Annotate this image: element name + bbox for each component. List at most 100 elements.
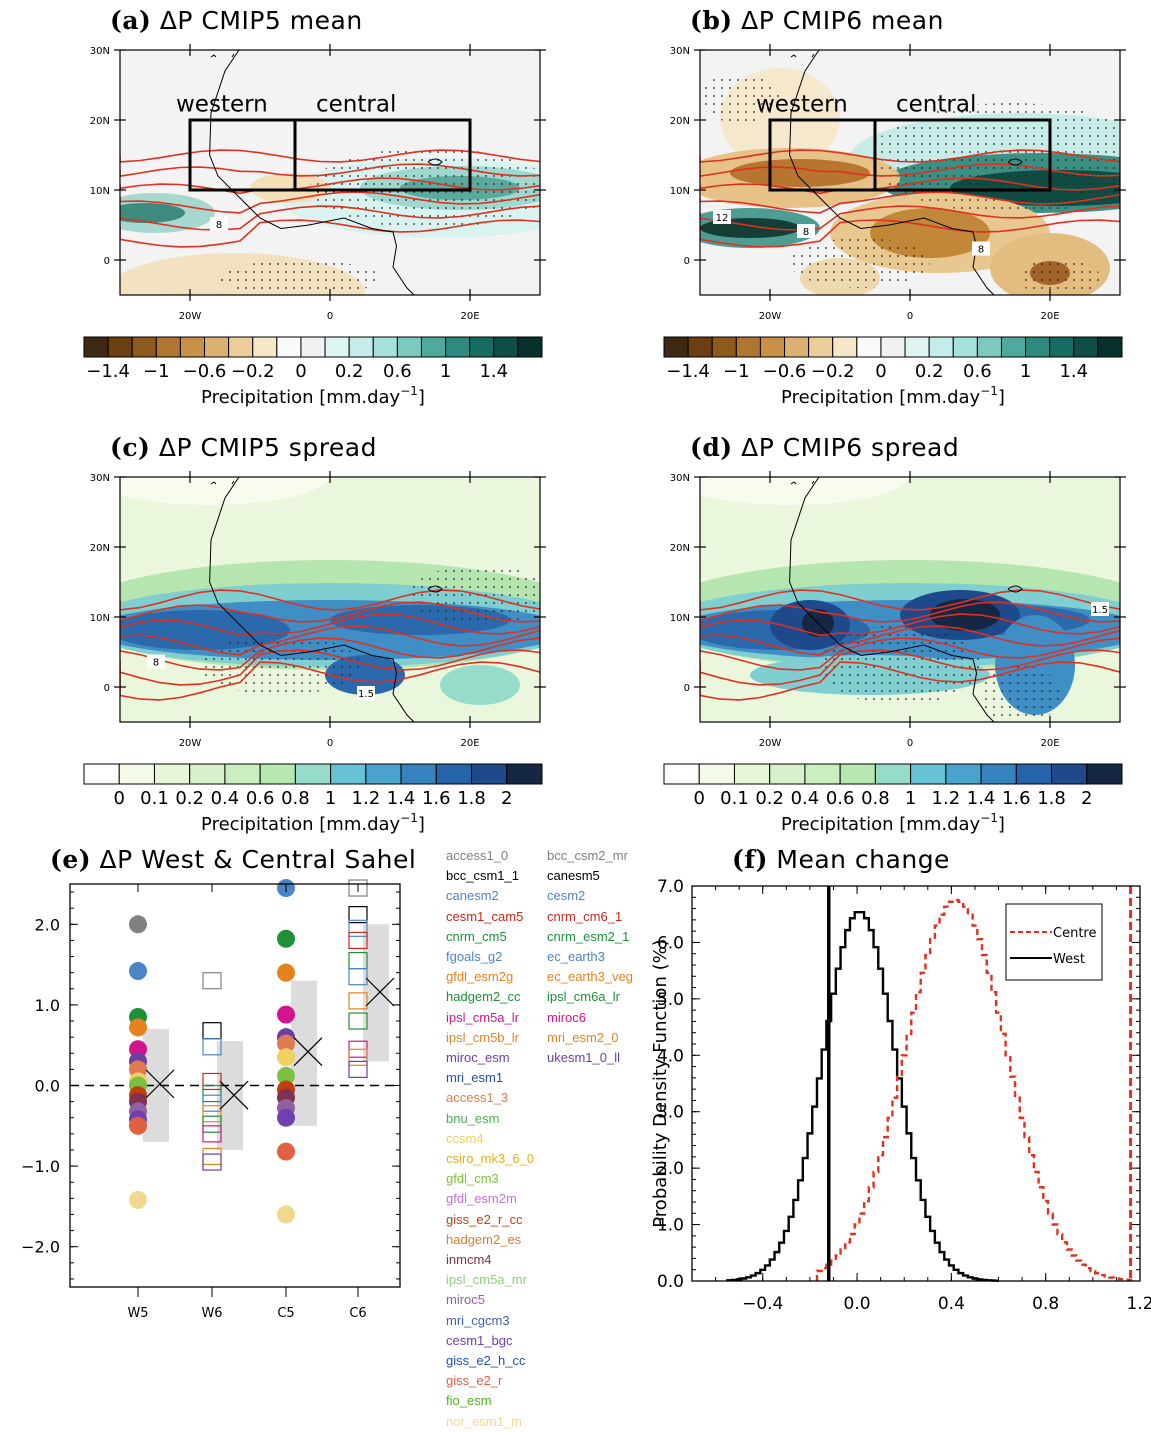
- y-axis-label: Probability Density Function (%): [650, 939, 671, 1227]
- colorbar-title-text: Precipitation [mm.day: [781, 814, 980, 835]
- model-point: [202, 1038, 222, 1056]
- legend-model-name: giss_e2_h_cc: [446, 1353, 526, 1369]
- colorbar-swatch: [365, 763, 402, 785]
- colorbar-label: 2: [1081, 788, 1092, 809]
- x-tick-label: 0.4: [938, 1294, 965, 1314]
- colorbar-swatch: [155, 336, 181, 358]
- legend-model-name: ccsm4: [446, 1130, 484, 1146]
- legend-model-name: canesm2: [446, 888, 499, 904]
- colorbar-label: 1.4: [479, 361, 508, 382]
- colorbar-label: 0.4: [791, 788, 820, 809]
- colorbar-swatch: [179, 336, 206, 358]
- legend-centre-label: Centre: [1053, 926, 1096, 941]
- contour-label: 8: [978, 245, 984, 256]
- y-tick-label: 2.0: [657, 1159, 684, 1179]
- central-label: central: [316, 92, 396, 118]
- colorbar-swatch: [952, 336, 978, 358]
- map-panel-d: 1.5 30N 20N 10N 0 20W 0 20E: [670, 471, 1126, 749]
- colorbar-label: −0.6: [763, 361, 807, 382]
- contour-label-bg: [210, 217, 228, 231]
- legend-model-name: gfdl_cm3: [446, 1171, 499, 1187]
- stippling: [980, 665, 1060, 722]
- map-body: [700, 50, 1120, 295]
- y-tick-label: 0.0: [657, 1272, 684, 1292]
- model-point: [277, 1005, 295, 1024]
- legend-model-name: giss_e2_r_cc: [446, 1211, 523, 1227]
- centre-pdf-line: [815, 898, 1135, 1282]
- colorbar-label: −0.2: [231, 361, 275, 382]
- colorbar-label: 0.6: [246, 788, 275, 809]
- colorbar-swatch: [224, 763, 261, 785]
- colorbar-label: 1.4: [967, 788, 996, 809]
- colorbar-swatch: [1073, 336, 1099, 358]
- contour-label-bg: [797, 224, 815, 238]
- model-point: [277, 1066, 295, 1085]
- model-legend-cmip6: bcc_csm2_mr canesm5 cesm2 cnrm_cm6_1 cnrm_es…: [547, 846, 633, 1068]
- colorbar-mean-b: −1.4 −1 −0.6 −0.2 0 0.2 0.6 1 1.4 Precipitation […: [663, 336, 1123, 408]
- precip-contour: [700, 637, 1120, 671]
- lake-chad: [427, 585, 443, 593]
- panel-f-title: (f) Mean change: [732, 845, 950, 874]
- colorbar-label: 1.4: [1059, 361, 1088, 382]
- colorbar-label: 0: [114, 788, 125, 809]
- model-point: [348, 919, 368, 937]
- precip-contour: [120, 163, 540, 178]
- colorbar-swatch: [1097, 336, 1123, 358]
- legend-model-name: fio_esm: [446, 1393, 492, 1409]
- colorbar-swatch: [259, 763, 296, 785]
- colorbar-swatch: [874, 763, 912, 785]
- y-tick-label: −2.0: [21, 1238, 60, 1257]
- model-point: [277, 1142, 295, 1161]
- colorbar-swatch: [804, 763, 841, 785]
- shading-blob: [250, 173, 330, 203]
- lat-tick-label: 0: [104, 683, 110, 694]
- legend-model-name: cnrm_esm2_1: [547, 928, 630, 944]
- stippling: [820, 625, 980, 705]
- panel-c-title: (c) ΔP CMIP5 spread: [110, 433, 377, 462]
- precip-contour: [120, 601, 540, 623]
- colorbar-label: −0.6: [183, 361, 227, 382]
- colorbar-swatch: [252, 336, 278, 358]
- contour-label-bg: [357, 686, 375, 700]
- coastline: [789, 477, 995, 722]
- model-point: [129, 1018, 147, 1037]
- shading-blob: [120, 203, 185, 223]
- model-point: [348, 1048, 368, 1066]
- panel-d-title: (d) ΔP CMIP6 spread: [690, 433, 960, 462]
- colorbar-label: 0.2: [915, 361, 944, 382]
- model-point: [277, 1048, 295, 1067]
- legend-model-name: ipsl_cm5a_lr: [446, 1009, 519, 1025]
- colorbar-mean-a: −1.4 −1 −0.6 −0.2 0 0.2 0.6 1 1.4 Precipitation […: [83, 336, 543, 408]
- colorbar-title: Precipitation [mm.day−1]: [201, 384, 425, 408]
- coastline: [209, 477, 415, 722]
- colorbar-swatch: [348, 336, 374, 358]
- legend-model-name: gfdl_esm2m: [446, 1191, 517, 1207]
- map-body: [120, 477, 540, 722]
- lake-chad: [427, 158, 443, 166]
- colorbar-swatch: [663, 336, 689, 358]
- y-tick-label: 0.0: [35, 1077, 60, 1096]
- colorbar-label: 1.8: [457, 788, 486, 809]
- lat-tick-label: 30N: [90, 473, 110, 484]
- legend-model-name: ipsl_cm6a_lr: [547, 989, 620, 1005]
- colorbar-label: 0.2: [175, 788, 204, 809]
- colorbar-label: 1.6: [1002, 788, 1031, 809]
- colorbar-label: 1.8: [1037, 788, 1066, 809]
- legend-box: [1005, 903, 1103, 981]
- model-point: [348, 906, 368, 924]
- plot-frame: [691, 885, 1141, 1282]
- y-tick-label: 7.0: [657, 877, 684, 897]
- stippling: [410, 565, 540, 625]
- contour-label-bg: [147, 654, 165, 669]
- legend-model-name: giss_e2_r: [446, 1373, 503, 1389]
- precip-contour: [120, 149, 540, 163]
- model-point: [348, 992, 368, 1010]
- stippling: [700, 73, 780, 123]
- precip-contour: [120, 177, 540, 195]
- colorbar-swatch: [663, 763, 700, 785]
- lon-tick-label: 20W: [759, 738, 782, 749]
- legend-model-name: fgoals_g2: [446, 949, 503, 965]
- colorbar-title-close: ]: [998, 814, 1005, 835]
- colorbar-label: 1: [905, 788, 916, 809]
- contour-label: 12: [716, 213, 729, 224]
